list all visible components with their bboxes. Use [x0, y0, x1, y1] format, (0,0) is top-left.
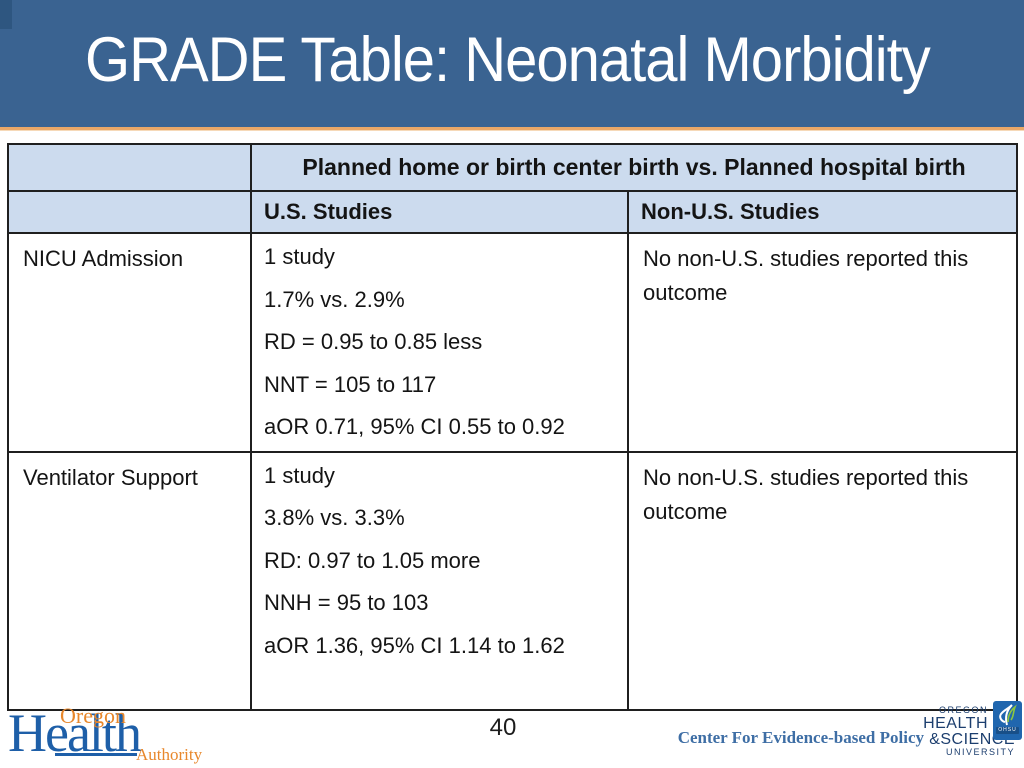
- non-us-studies-cell-nicu: No non-U.S. studies reported this outcom…: [627, 232, 1018, 453]
- oregon-health-authority-logo: Health Oregon Authority: [8, 703, 202, 766]
- outcome-label-ventilator-support: Ventilator Support: [7, 450, 252, 711]
- ohsu-logo-oregon-text: OREGON: [938, 705, 988, 715]
- oha-logo-oregon-text: Oregon: [60, 703, 126, 728]
- us-study-stat-line: 1 study: [264, 244, 335, 269]
- oha-logo-rule: [55, 753, 137, 756]
- us-study-stat-line: RD: 0.97 to 1.05 more: [264, 547, 481, 573]
- us-study-stat-line: NNH = 95 to 103: [264, 590, 429, 615]
- table-corner-cell-bottom: [7, 190, 252, 234]
- table-row-nicu-admission: NICU Admission 1 study 1.7% vs. 2.9% RD …: [7, 232, 1018, 453]
- title-bar: GRADE Table: Neonatal Morbidity: [0, 0, 1024, 127]
- column-header-us-studies: U.S. Studies: [250, 190, 629, 234]
- us-study-stat-line: 1 study: [264, 462, 335, 488]
- table-corner-cell-top: [7, 143, 252, 192]
- slide-title: GRADE Table: Neonatal Morbidity: [85, 24, 931, 95]
- ohsu-logo-square: OHSU: [993, 701, 1022, 740]
- corner-accent-square: [0, 0, 12, 29]
- ohsu-leaf-icon: [999, 704, 1017, 726]
- page-number: 40: [489, 714, 517, 741]
- non-us-studies-cell-ventilator: No non-U.S. studies reported this outcom…: [627, 450, 1018, 711]
- table-header-row-columns: U.S. Studies Non-U.S. Studies: [7, 190, 1018, 234]
- us-study-stat-line: 1.7% vs. 2.9%: [264, 286, 405, 312]
- us-studies-cell-nicu: 1 study 1.7% vs. 2.9% RD = 0.95 to 0.85 …: [250, 232, 629, 453]
- grade-table: Planned home or birth center birth vs. P…: [7, 143, 1018, 711]
- us-study-stat-line: NNT = 105 to 117: [264, 371, 437, 397]
- us-study-stat-line: aOR 1.36, 95% CI 1.14 to 1.62: [264, 632, 565, 658]
- us-studies-cell-ventilator: 1 study 3.8% vs. 3.3% RD: 0.97 to 1.05 m…: [250, 450, 629, 711]
- ohsu-logo-health-text: HEALTH: [923, 715, 988, 732]
- table-row-ventilator-support: Ventilator Support 1 study 3.8% vs. 3.3%…: [7, 450, 1018, 711]
- outcome-label-nicu-admission: NICU Admission: [7, 232, 252, 453]
- us-study-stat-line: RD = 0.95 to 0.85 less: [264, 329, 483, 354]
- column-header-non-us-studies: Non-U.S. Studies: [627, 190, 1018, 234]
- center-for-evidence-based-policy-label: Center For Evidence-based Policy: [677, 728, 924, 747]
- ohsu-badge-text: OHSU: [996, 727, 1019, 734]
- us-study-stat-line: aOR 0.71, 95% CI 0.55 to 0.92: [264, 414, 565, 439]
- table-merged-header: Planned home or birth center birth vs. P…: [250, 143, 1018, 192]
- us-study-stat-line: 3.8% vs. 3.3%: [264, 505, 405, 530]
- oha-logo-authority-text: Authority: [136, 745, 203, 764]
- ohsu-logo-university-text: UNIVERSITY: [945, 747, 1015, 757]
- accent-divider-line: [0, 127, 1024, 131]
- table-header-row-merged: Planned home or birth center birth vs. P…: [7, 143, 1018, 192]
- oha-logo-health-text: Health: [8, 703, 142, 763]
- ohsu-logo: OREGON HEALTH &SCIENCE UNIVERSITY OHSU: [923, 700, 1024, 762]
